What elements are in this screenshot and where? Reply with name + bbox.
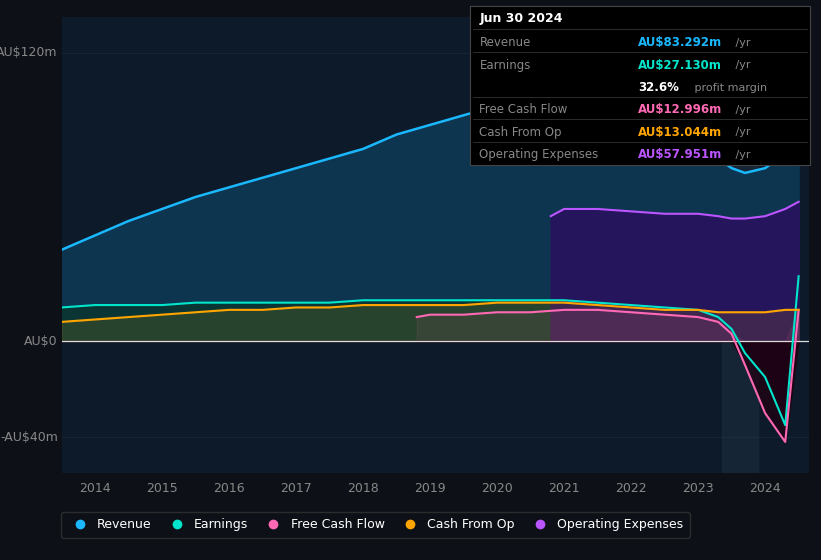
Bar <box>722 17 759 473</box>
Text: Cash From Op: Cash From Op <box>479 125 562 139</box>
Text: /yr: /yr <box>732 127 751 137</box>
Text: profit margin: profit margin <box>691 82 768 92</box>
Text: 32.6%: 32.6% <box>638 81 679 94</box>
Text: AU$120m: AU$120m <box>0 46 57 59</box>
Text: AU$83.292m: AU$83.292m <box>638 36 722 49</box>
Text: AU$13.044m: AU$13.044m <box>638 125 722 139</box>
Text: Jun 30 2024: Jun 30 2024 <box>479 12 563 25</box>
Legend: Revenue, Earnings, Free Cash Flow, Cash From Op, Operating Expenses: Revenue, Earnings, Free Cash Flow, Cash … <box>61 512 690 538</box>
Text: AU$57.951m: AU$57.951m <box>638 148 722 161</box>
Text: /yr: /yr <box>732 105 751 115</box>
Text: Operating Expenses: Operating Expenses <box>479 148 599 161</box>
Text: -AU$40m: -AU$40m <box>0 431 57 444</box>
Text: AU$12.996m: AU$12.996m <box>638 104 722 116</box>
Text: Earnings: Earnings <box>479 59 531 72</box>
Text: /yr: /yr <box>732 150 751 160</box>
Text: /yr: /yr <box>732 60 751 70</box>
Text: Revenue: Revenue <box>479 36 531 49</box>
Text: AU$27.130m: AU$27.130m <box>638 59 722 72</box>
Text: /yr: /yr <box>732 38 751 48</box>
Text: Free Cash Flow: Free Cash Flow <box>479 104 568 116</box>
Text: AU$0: AU$0 <box>24 334 57 348</box>
